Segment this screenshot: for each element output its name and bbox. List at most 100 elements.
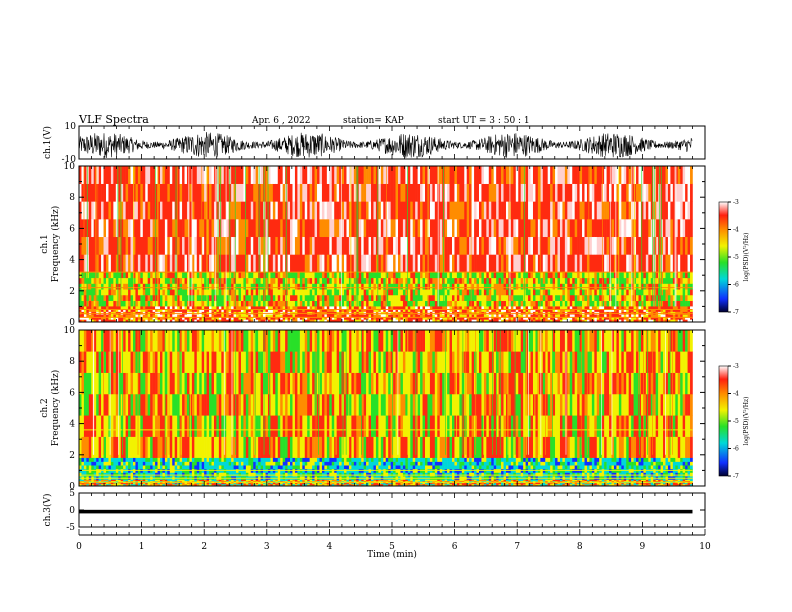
spectral-cell xyxy=(125,277,129,284)
spectral-cell xyxy=(81,294,85,301)
spectral-cell xyxy=(520,316,524,320)
spectral-cell xyxy=(326,272,330,279)
spectral-cell xyxy=(653,316,656,320)
spectral-cell xyxy=(640,300,644,307)
spectral-cell xyxy=(221,254,225,273)
spectral-cell xyxy=(194,166,198,184)
spectral-cell xyxy=(236,219,239,238)
spectral-cell xyxy=(425,201,428,220)
spectral-cell xyxy=(86,479,90,482)
spectral-cell xyxy=(628,316,632,320)
spectral-cell xyxy=(385,306,389,310)
spectral-cell xyxy=(137,306,141,310)
spectral-cell xyxy=(493,300,497,307)
spectral-cell xyxy=(648,314,652,318)
spectral-cell xyxy=(474,300,477,307)
spectral-cell xyxy=(532,306,536,310)
spectral-cell xyxy=(425,314,428,318)
spectral-cell xyxy=(162,236,166,255)
spectral-cell xyxy=(270,183,274,202)
spectral-cell xyxy=(363,166,367,184)
spectral-cell xyxy=(98,183,102,202)
spectral-cell xyxy=(643,236,647,255)
y-axis-label: Frequency (kHz) xyxy=(50,206,61,283)
spectral-cell xyxy=(108,254,112,273)
spectral-cell xyxy=(562,277,566,284)
spectral-cell xyxy=(616,201,620,220)
spectral-cell xyxy=(368,289,372,296)
spectral-cell xyxy=(474,289,477,296)
spectral-cell xyxy=(255,300,259,307)
spectral-cell xyxy=(177,300,180,307)
spectral-cell xyxy=(324,272,328,279)
spectral-cell xyxy=(172,201,175,220)
spectral-cell xyxy=(314,316,318,320)
spectral-cell xyxy=(346,319,350,323)
spectral-cell xyxy=(373,306,377,310)
spectral-cell xyxy=(444,166,448,184)
spectral-cell xyxy=(101,309,104,312)
spectral-cell xyxy=(137,294,141,301)
spectral-cell xyxy=(280,289,283,296)
spectral-cell xyxy=(650,316,654,320)
spectral-cell xyxy=(645,309,649,312)
spectral-cell xyxy=(535,289,539,296)
spectral-cell xyxy=(542,277,546,284)
spectral-cell xyxy=(216,309,220,312)
spectral-cell xyxy=(319,319,323,323)
spectral-cell xyxy=(417,314,421,318)
spectral-cell xyxy=(240,183,244,202)
spectral-cell xyxy=(567,306,571,310)
spectral-cell xyxy=(108,294,112,301)
spectral-cell xyxy=(250,183,254,202)
spectral-cell xyxy=(326,219,330,238)
spectral-cell xyxy=(299,254,303,273)
spectral-cell xyxy=(584,319,588,323)
spectral-cell xyxy=(427,289,431,296)
spectral-cell xyxy=(540,294,544,301)
spectral-cell xyxy=(405,219,409,238)
spectral-cell xyxy=(412,319,416,323)
spectral-cell xyxy=(493,314,497,318)
spectral-cell xyxy=(110,272,114,279)
spectral-cell xyxy=(535,277,539,284)
spectral-cell xyxy=(628,309,632,312)
spectral-cell xyxy=(125,294,129,301)
spectral-cell xyxy=(147,201,151,220)
spectral-cell xyxy=(348,319,352,323)
spectral-cell xyxy=(204,289,207,296)
spectral-cell xyxy=(569,289,573,296)
spectral-cell xyxy=(552,294,556,301)
spectral-cell xyxy=(505,254,509,273)
spectral-cell xyxy=(459,319,463,323)
spectral-cell xyxy=(162,283,166,290)
spectral-cell xyxy=(137,219,141,238)
spectral-cell xyxy=(469,316,472,320)
spectral-cell xyxy=(132,289,136,296)
spectral-cell xyxy=(650,294,654,301)
spectral-cell xyxy=(577,294,580,301)
spectral-cell xyxy=(685,319,688,323)
spectral-cell xyxy=(540,166,544,184)
spectral-cell xyxy=(373,183,377,202)
spectral-cell xyxy=(93,306,97,310)
spectral-cell xyxy=(231,306,234,310)
spectral-cell xyxy=(393,300,396,307)
spectral-cell xyxy=(101,479,104,482)
spectral-cell xyxy=(611,183,615,202)
spectral-cell xyxy=(417,183,421,202)
spectral-cell xyxy=(672,300,676,307)
spectral-cell xyxy=(611,289,615,296)
spectral-cell xyxy=(159,272,163,279)
spectral-cell xyxy=(498,277,502,284)
spectral-cell xyxy=(324,319,328,323)
spectral-cell xyxy=(199,272,202,279)
spectral-cell xyxy=(501,236,504,255)
spectral-cell xyxy=(542,306,546,310)
spectral-cell xyxy=(113,219,117,238)
spectral-cell xyxy=(672,272,676,279)
spectral-cell xyxy=(491,316,495,320)
spectral-cell xyxy=(628,272,632,279)
spectral-cell xyxy=(667,319,671,323)
spectral-cell xyxy=(378,294,382,301)
